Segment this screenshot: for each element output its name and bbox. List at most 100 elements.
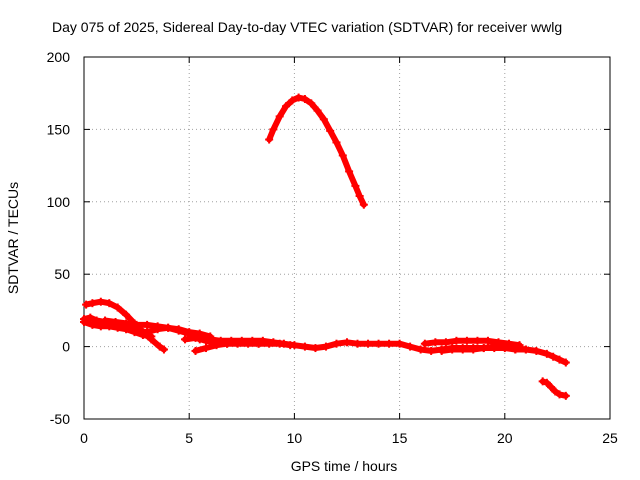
data-point — [332, 138, 341, 147]
data-point — [82, 300, 91, 309]
data-point — [122, 319, 131, 328]
data-point — [233, 339, 242, 348]
data-point — [191, 333, 200, 342]
data-point — [332, 339, 341, 348]
data-point — [326, 126, 335, 135]
data-point — [355, 192, 364, 201]
data-point — [469, 345, 478, 354]
data-point — [180, 335, 189, 344]
data-point — [111, 317, 120, 326]
data-point — [452, 336, 461, 345]
x-tick-label: 10 — [287, 430, 303, 446]
data-point — [288, 96, 297, 105]
data-point — [319, 115, 328, 124]
data-point — [479, 344, 488, 353]
data-point — [174, 326, 183, 335]
data-point — [96, 322, 105, 331]
data-point — [374, 339, 383, 348]
series-arc-late-a — [421, 337, 523, 349]
data-point — [132, 320, 141, 329]
data-point — [555, 355, 564, 364]
data-point — [500, 342, 509, 351]
data-point — [155, 342, 164, 351]
data-point — [521, 345, 530, 354]
data-point — [143, 320, 152, 329]
data-point — [265, 135, 274, 144]
tick-layer: 0 5 10 15 20 25 -50 0 50 100 150 200 — [47, 49, 618, 446]
data-point — [138, 331, 147, 340]
x-axis-label: GPS time / hours — [291, 458, 398, 474]
data-point — [549, 352, 558, 361]
y-tick-label: 0 — [62, 339, 70, 355]
data-point — [561, 358, 570, 367]
data-point — [147, 332, 156, 341]
data-point — [359, 200, 368, 209]
y-tick-label: 50 — [54, 266, 70, 282]
data-point — [551, 387, 560, 396]
data-point — [473, 336, 482, 345]
data-point — [313, 106, 322, 115]
data-point — [338, 151, 347, 160]
data-point — [122, 310, 131, 319]
data-point — [191, 346, 200, 355]
data-point — [538, 377, 547, 386]
data-point — [86, 313, 95, 322]
data-point — [88, 299, 97, 308]
y-tick-label: 200 — [47, 49, 71, 65]
data-point — [113, 303, 122, 312]
data-point — [483, 336, 492, 345]
data-point — [343, 338, 351, 347]
data-point — [286, 341, 295, 350]
chart-title: Day 075 of 2025, Sidereal Day-to-day VTE… — [52, 19, 562, 35]
data-point — [441, 338, 450, 347]
data-point — [159, 345, 168, 354]
data-point — [395, 339, 404, 348]
data-point — [542, 378, 551, 387]
data-point — [462, 336, 471, 345]
data-point — [269, 125, 278, 134]
data-point — [353, 339, 362, 348]
y-tick-label: 100 — [47, 194, 71, 210]
data-point — [80, 317, 88, 326]
y-tick-label: -50 — [50, 411, 70, 427]
grid-layer — [84, 57, 610, 419]
data-point — [427, 346, 436, 355]
data-point — [281, 102, 290, 111]
data-point — [88, 320, 97, 329]
data-point — [96, 297, 105, 306]
data-point — [406, 342, 415, 351]
series-layer — [80, 93, 570, 400]
data-point — [416, 345, 425, 354]
data-point — [437, 346, 446, 355]
series-arc-early-c — [102, 317, 203, 338]
data-point — [431, 338, 440, 347]
data-point — [532, 346, 541, 355]
y-axis-label: SDTVAR / TECUs — [5, 182, 21, 294]
x-tick-label: 20 — [497, 430, 513, 446]
data-point — [153, 322, 162, 331]
x-tick-label: 15 — [392, 430, 408, 446]
x-tick-label: 5 — [185, 430, 193, 446]
data-point — [202, 336, 211, 345]
data-point — [490, 342, 499, 351]
data-point — [294, 93, 303, 102]
data-point — [244, 339, 253, 348]
data-point — [300, 342, 309, 351]
data-point — [561, 391, 570, 400]
data-point — [265, 339, 274, 348]
data-point — [164, 323, 173, 332]
x-tick-label: 0 — [80, 430, 88, 446]
data-point — [311, 344, 320, 353]
data-point — [448, 345, 457, 354]
data-point — [547, 383, 556, 392]
data-point — [321, 342, 330, 351]
data-point — [555, 390, 564, 399]
data-point — [307, 99, 316, 108]
data-point — [212, 338, 221, 347]
data-point — [130, 328, 139, 337]
data-point — [300, 94, 309, 103]
plot-frame — [83, 56, 611, 420]
data-point — [202, 344, 211, 353]
